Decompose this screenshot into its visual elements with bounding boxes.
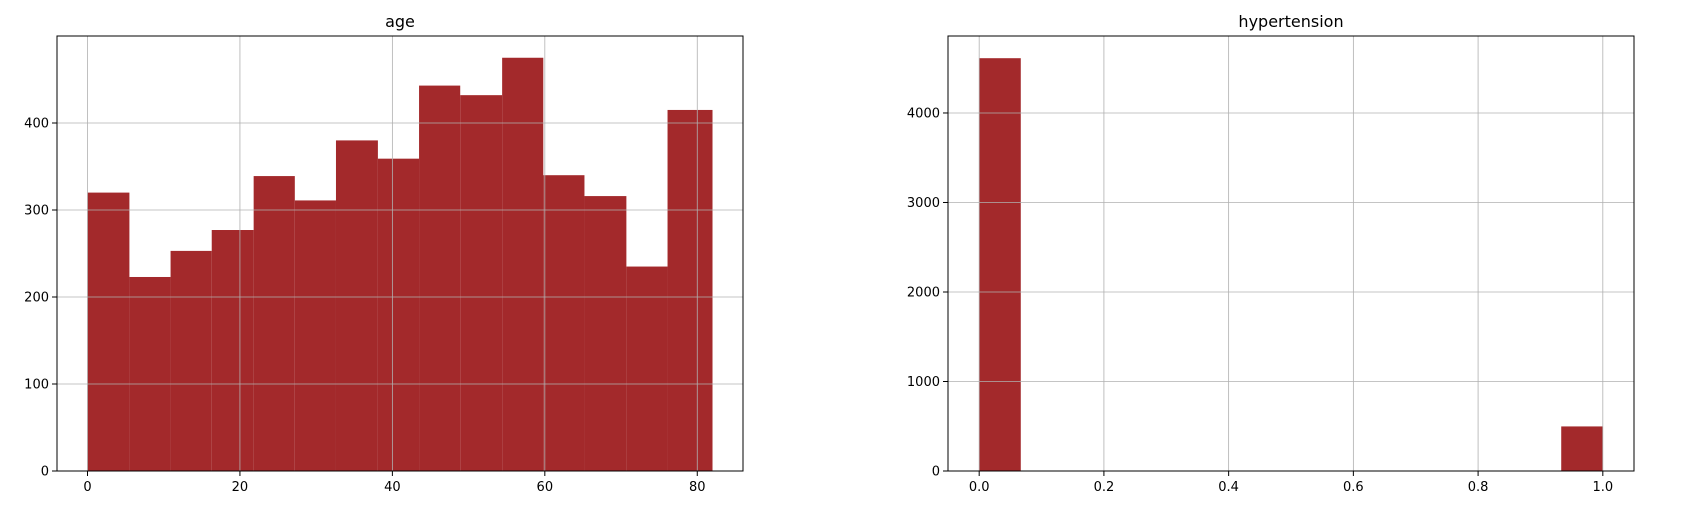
x-tick-label: 0.6 [1343,480,1364,495]
x-tick-label: 0.8 [1468,480,1489,495]
x-tick-label: 0.2 [1094,480,1115,495]
x-tick-label: 80 [689,480,706,495]
x-axis: 0 20 40 60 80 [83,471,706,495]
y-axis: 0 1000 2000 3000 4000 [907,106,948,480]
histogram-bar-8 [419,85,461,471]
x-tick-label: 20 [232,480,249,495]
histogram-bar-14 [1561,426,1603,471]
histogram-bar-13 [626,266,668,471]
y-tick-label: 3000 [907,196,940,211]
y-tick-label: 300 [24,204,49,219]
histogram-bar-2 [170,250,212,471]
x-tick-label: 60 [537,480,554,495]
x-tick-label: 0 [83,480,91,495]
histogram-bar-5 [294,200,336,471]
histogram-bar-11 [543,175,585,471]
bars [979,58,1603,471]
x-tick-label: 1.0 [1592,480,1613,495]
y-tick-label: 0 [932,465,940,480]
grid [948,36,1634,472]
x-axis: 0.0 0.2 0.4 0.6 0.8 1.0 [969,471,1613,495]
histogram-bar-9 [460,95,503,471]
x-tick-label: 0.4 [1218,480,1239,495]
histogram-bar-1 [129,276,171,471]
hypertension-histogram: hypertension 0.0 0.2 0.4 0.6 0.8 1.0 0 1000 200… [907,12,1635,495]
histogram-bar-3 [211,230,254,471]
plot-frame [56,35,744,472]
x-tick-label: 0.0 [969,480,990,495]
histogram-bar-0 [979,58,1021,471]
bars [87,57,713,472]
y-axis: 0 100 200 300 400 [24,117,57,480]
histogram-bar-10 [502,57,544,471]
plot-frame [947,35,1635,472]
histogram-bar-0 [87,192,130,471]
y-tick-label: 4000 [907,106,940,121]
histogram-bar-7 [377,158,420,472]
chart-title: hypertension [1238,12,1343,31]
histogram-bar-6 [335,140,378,471]
y-tick-label: 1000 [907,375,940,390]
chart-title: age [385,12,415,31]
histogram-bar-14 [667,109,713,471]
y-tick-label: 0 [41,465,49,480]
y-tick-label: 400 [24,117,49,132]
y-tick-label: 100 [24,378,49,393]
histogram-bar-4 [253,176,295,471]
y-tick-label: 200 [24,291,49,306]
histogram-bar-12 [584,196,627,471]
age-histogram: age 0 20 40 60 80 0 100 200 300 400 [24,12,744,495]
x-tick-label: 40 [384,480,401,495]
y-tick-label: 2000 [907,285,940,300]
